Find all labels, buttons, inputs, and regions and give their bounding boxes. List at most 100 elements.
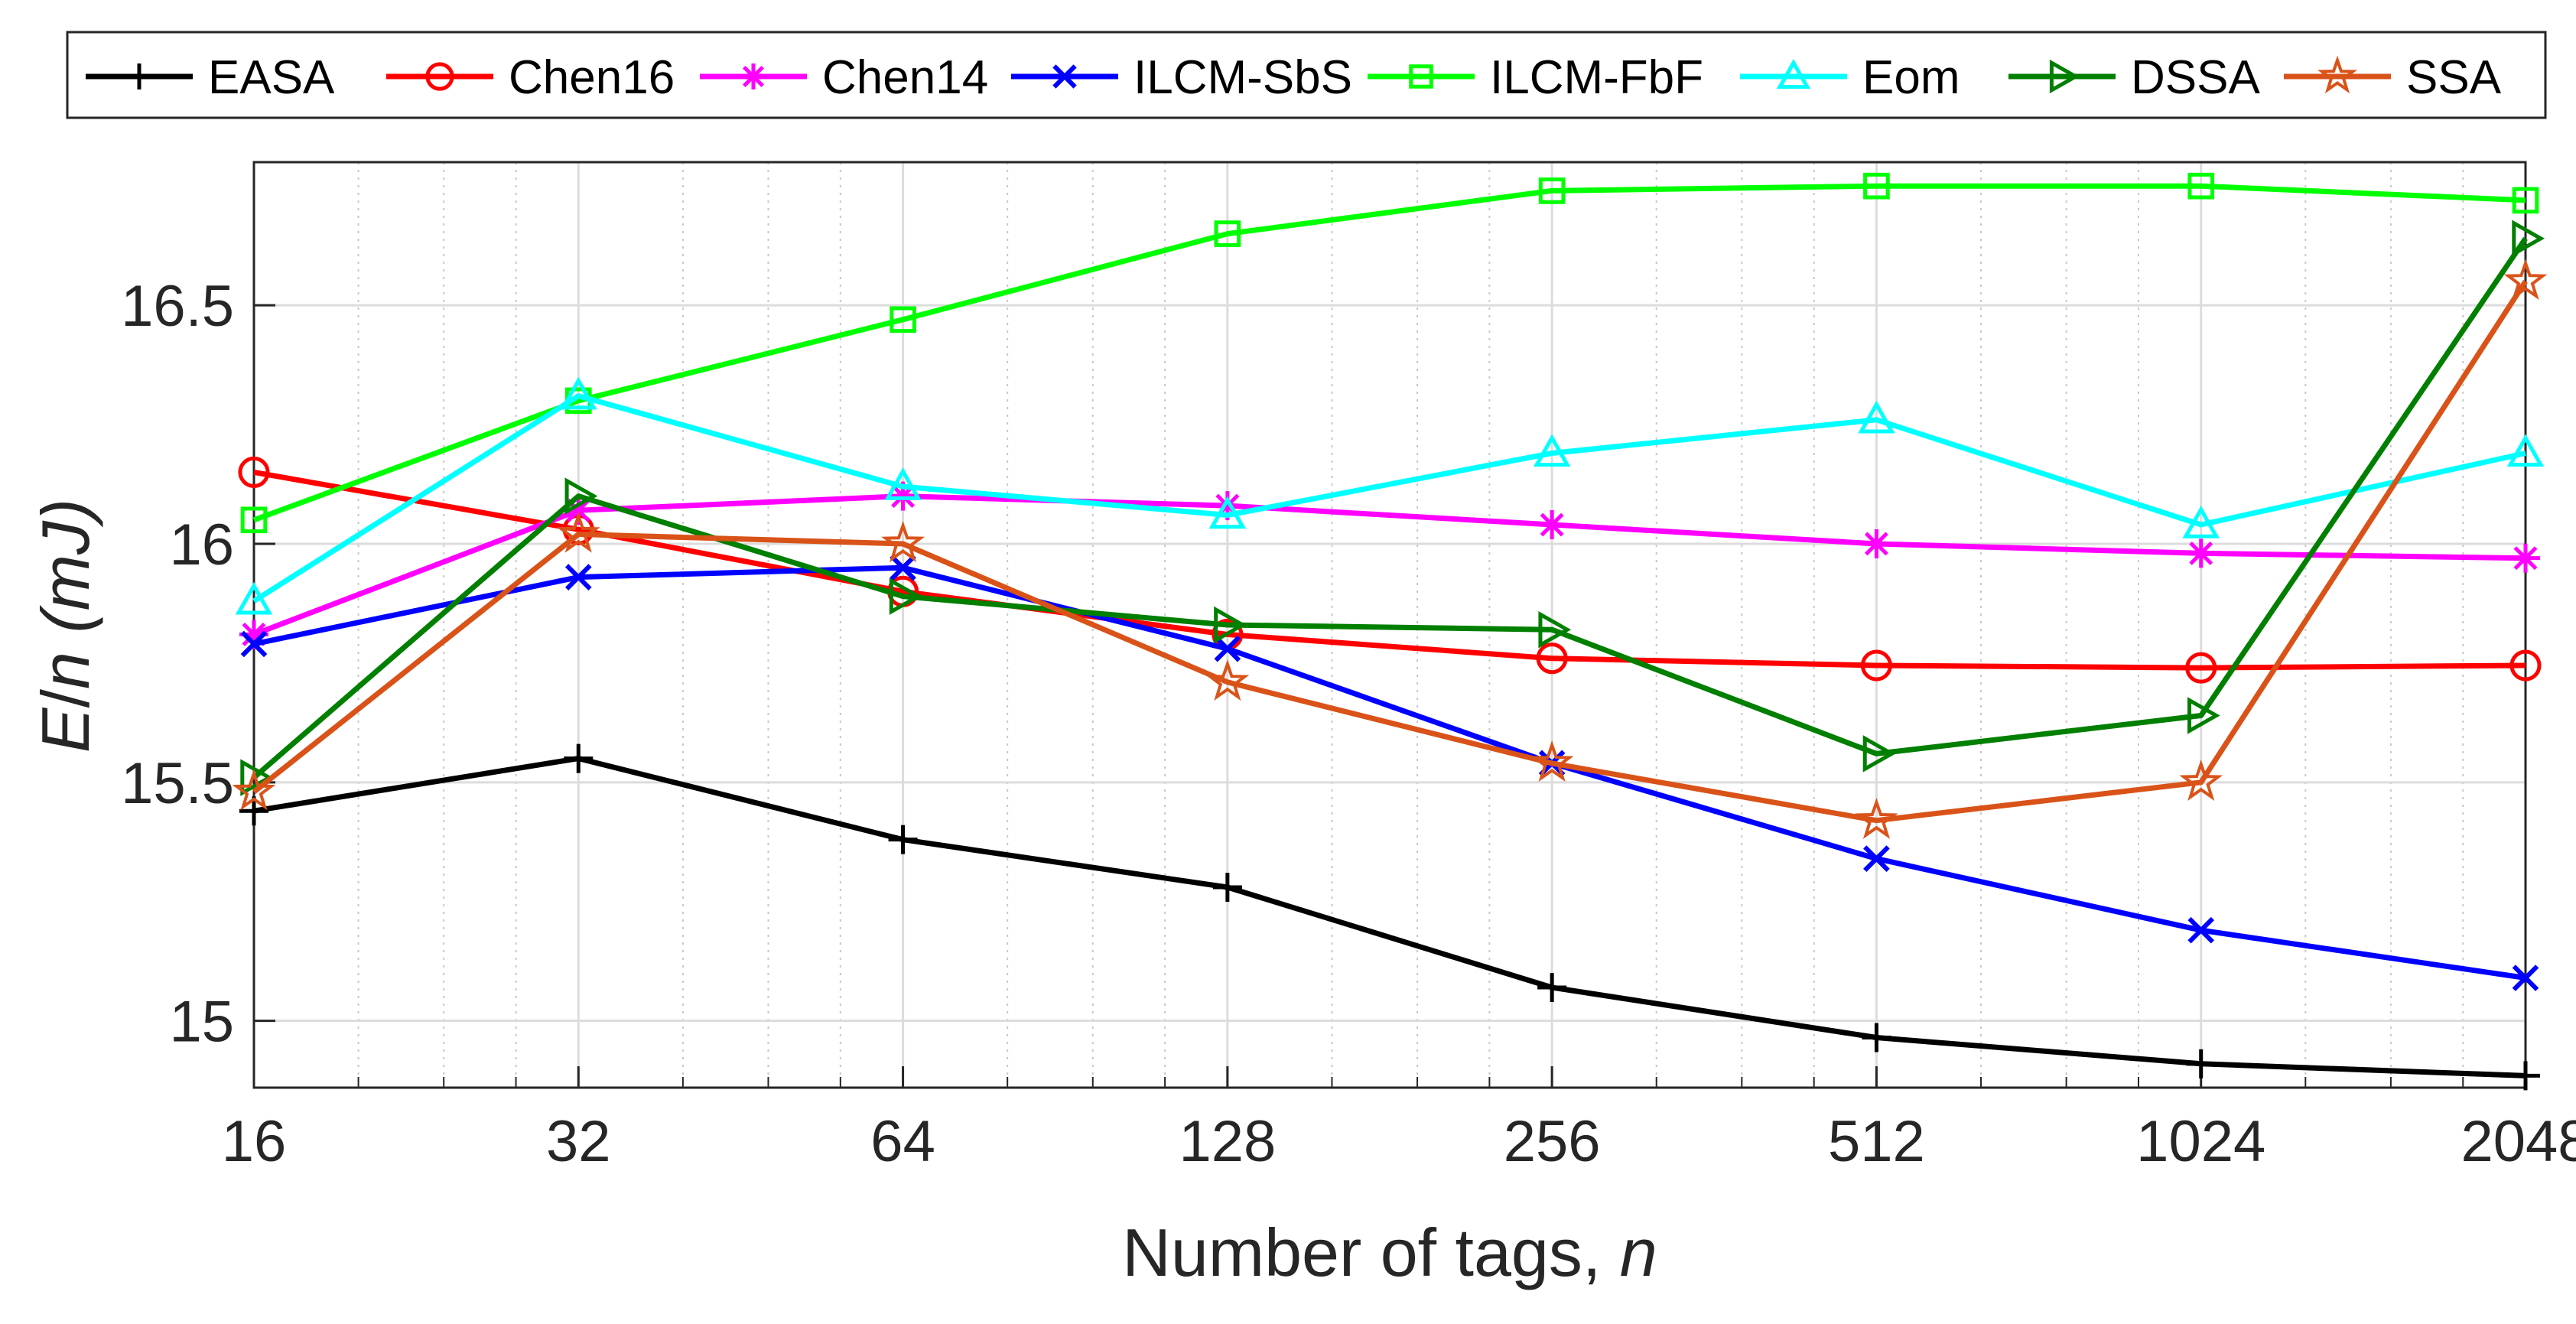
y-tick-label: 16.5 (121, 274, 234, 339)
series-line (253, 564, 2526, 981)
marker-stroke (1538, 610, 1572, 649)
data-point (2186, 1049, 2216, 1078)
data-point (2179, 760, 2223, 801)
series-ilcm-fbf (240, 172, 2539, 534)
x-tick-label: 32 (546, 1109, 611, 1174)
marker-stroke (2513, 546, 2538, 571)
marker-stroke (1208, 496, 1247, 529)
legend-label: Eom (1862, 51, 1960, 104)
marker-stroke (1052, 64, 1077, 89)
data-point (1855, 797, 1898, 839)
series-layer (232, 172, 2548, 1091)
data-point (2186, 538, 2216, 568)
data-point (1862, 735, 1896, 773)
y-tick-label: 15.5 (121, 751, 234, 816)
data-point (2512, 187, 2539, 214)
marker-stroke (1776, 59, 1811, 89)
data-point (2187, 697, 2220, 734)
legend-marker (1052, 64, 1077, 89)
data-point (2187, 916, 2215, 944)
marker-stroke (2512, 965, 2539, 991)
data-point (2182, 506, 2220, 538)
y-axis-title-var2: n (28, 652, 103, 689)
data-point (240, 759, 274, 796)
data-point (890, 554, 916, 581)
data-point (2512, 220, 2545, 258)
data-point (888, 825, 918, 854)
data-point (1537, 510, 1567, 540)
marker-stroke (2179, 760, 2223, 801)
legend-marker (740, 63, 766, 89)
legend-marker (2049, 59, 2080, 94)
legend-marker (2317, 55, 2357, 94)
y-axis-title-slash: / (28, 689, 103, 708)
marker-stroke (235, 581, 273, 615)
series-chen14 (239, 481, 2540, 649)
series-easa (239, 743, 2540, 1091)
marker-stroke (2512, 220, 2545, 258)
data-point (1858, 400, 1895, 434)
data-point (235, 581, 273, 615)
data-point (1533, 434, 1571, 467)
marker-stroke (1214, 635, 1241, 662)
marker-stroke (2187, 916, 2215, 944)
data-point (2512, 965, 2539, 991)
x-axis-title-prefix: Number of tags, (1122, 1215, 1620, 1290)
marker-stroke (564, 477, 598, 515)
marker-stroke (881, 521, 925, 563)
legend-marker (425, 62, 454, 91)
marker-stroke (1205, 659, 1250, 701)
marker-stroke (1863, 845, 1890, 872)
legend-label: EASA (208, 51, 335, 104)
y-axis-title: E/n (mJ) (28, 499, 103, 753)
x-tick-label: 64 (870, 1109, 935, 1174)
marker-stroke (242, 623, 266, 646)
data-point (1863, 172, 1890, 200)
marker-stroke (1536, 642, 1568, 675)
legend-item: DSSA (2008, 51, 2260, 104)
data-point (232, 769, 276, 811)
legend-label: Chen14 (822, 51, 988, 104)
data-point (1537, 973, 1567, 1003)
marker-stroke (240, 759, 274, 796)
data-point (1860, 649, 1892, 682)
legend: EASA Chen16 Chen14 ILCM-SbS ILCM-FbF Eom DSSA S… (66, 31, 2547, 119)
series-line (252, 493, 2526, 637)
data-point (1205, 659, 1250, 701)
marker-stroke (1864, 532, 1888, 556)
marker-stroke (1533, 434, 1571, 467)
data-point (1212, 873, 1242, 903)
marker-stroke (1863, 172, 1890, 200)
marker-stroke (2049, 59, 2080, 94)
series-line (252, 236, 2528, 780)
series-line (252, 393, 2526, 603)
marker-stroke (560, 376, 597, 410)
series-dssa (240, 220, 2545, 796)
data-point (2511, 543, 2540, 573)
data-point (1530, 740, 1574, 782)
data-point (1214, 635, 1241, 662)
marker-stroke (1409, 64, 1433, 89)
legend-item: Chen14 (700, 51, 988, 104)
series-ssa (232, 259, 2548, 839)
x-tick-label: 2048 (2461, 1109, 2576, 1174)
marker-stroke (2503, 259, 2548, 301)
y-axis-title-units: (mJ) (28, 499, 103, 652)
legend-marker (126, 63, 152, 89)
marker-stroke (556, 511, 600, 553)
series-line (253, 469, 2526, 671)
marker-stroke (2509, 649, 2542, 682)
data-point (239, 796, 268, 826)
data-point (890, 306, 916, 333)
marker-stroke (884, 467, 922, 500)
legend-label: ILCM-SbS (1134, 51, 1352, 104)
x-axis-title: Number of tags, n (1122, 1215, 1657, 1290)
legend-label: ILCM-FbF (1490, 51, 1703, 104)
data-point (884, 467, 922, 500)
marker-stroke (1860, 649, 1892, 682)
legend-item: ILCM-FbF (1368, 51, 1703, 104)
legend-item: EASA (86, 51, 335, 104)
marker-stroke (1214, 606, 1247, 644)
marker-stroke (2189, 541, 2213, 565)
